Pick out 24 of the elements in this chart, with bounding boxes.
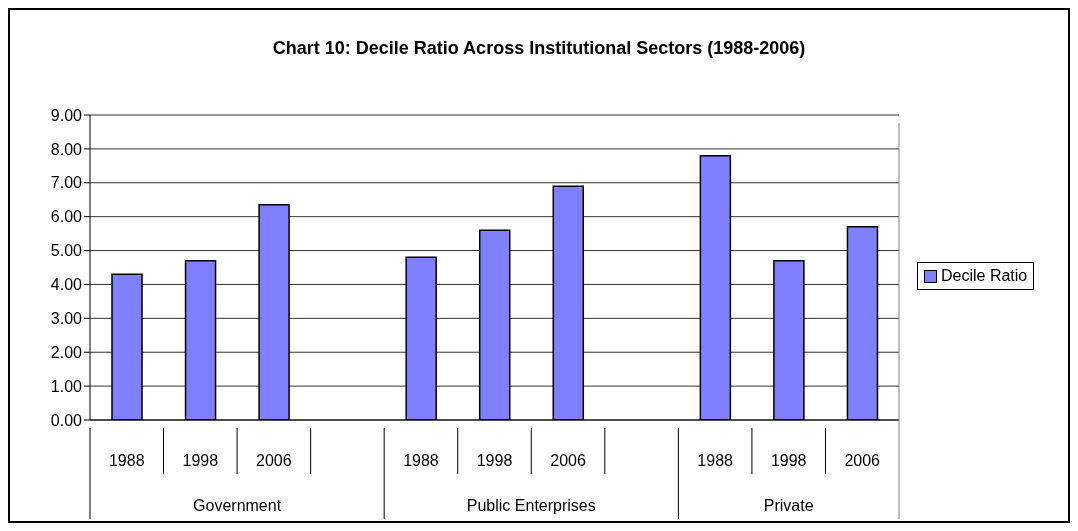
legend-label: Decile Ratio — [941, 267, 1028, 285]
text: Public Enterprises — [466, 497, 596, 514]
x-tick-label: 1988 — [403, 452, 439, 469]
text: Private — [763, 497, 814, 514]
text: Government — [193, 497, 282, 514]
x-tick-label: 2006 — [256, 452, 292, 469]
y-tick-label: 0.00 — [50, 411, 83, 429]
x-tick-label: 2006 — [550, 452, 586, 469]
x-tick-label: 1988 — [697, 452, 734, 469]
x-tick-label: 1998 — [476, 452, 513, 469]
x-tick-label: 1998 — [182, 452, 219, 469]
y-tick-label: 1.00 — [50, 377, 83, 395]
y-tick-label: 3.00 — [50, 310, 83, 328]
y-tick-label: 5.00 — [50, 242, 83, 260]
y-tick-label: 2.00 — [50, 343, 83, 361]
x-tick-label: 1988 — [108, 452, 145, 469]
y-tick-label: 9.00 — [50, 106, 83, 124]
x-tick-label: 2006 — [844, 452, 881, 469]
y-tick-label: 4.00 — [50, 276, 83, 294]
y-tick-label: 8.00 — [50, 140, 83, 158]
y-tick-label: 7.00 — [50, 174, 83, 192]
y-tick-label: 6.00 — [50, 208, 83, 226]
x-tick-label: 1998 — [770, 452, 807, 469]
chart-title: Chart 10: Decile Ratio Across Institutional Sectors (1988-2006) — [271, 38, 807, 59]
